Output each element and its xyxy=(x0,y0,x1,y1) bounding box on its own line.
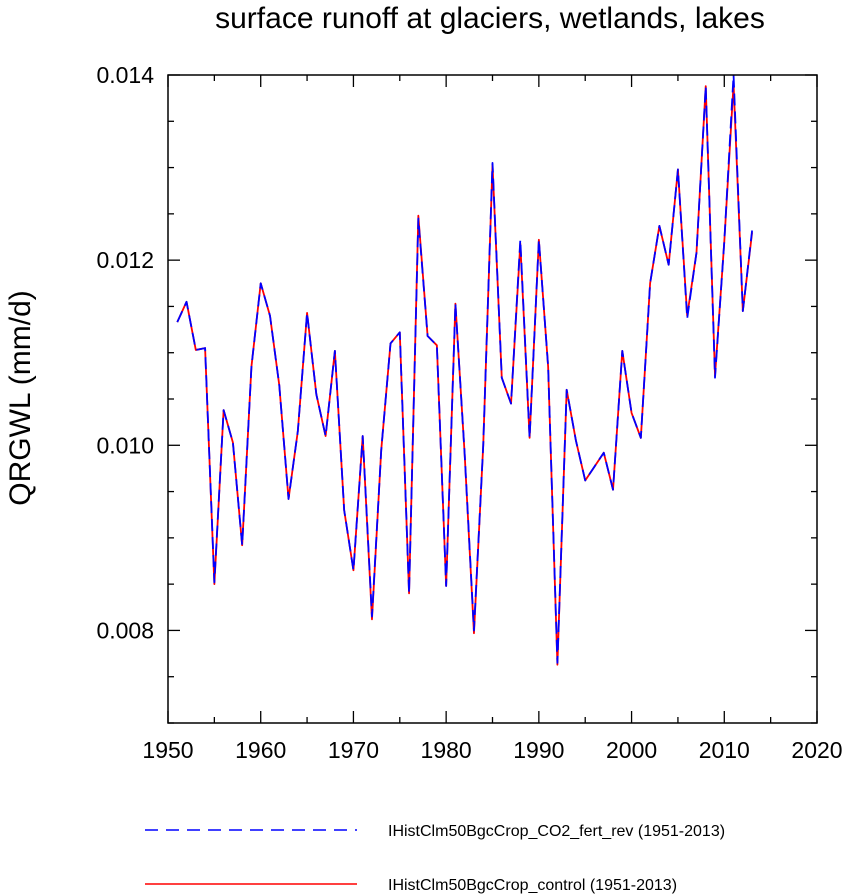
x-tick-label: 2020 xyxy=(791,737,842,763)
x-tick-label: 1950 xyxy=(142,737,193,763)
chart-title: surface runoff at glaciers, wetlands, la… xyxy=(215,2,765,35)
x-tick-label: 2000 xyxy=(606,737,657,763)
plot-lines xyxy=(176,74,753,666)
x-tick-label: 1990 xyxy=(513,737,564,763)
x-tick-label: 1980 xyxy=(421,737,472,763)
x-tick-label: 1970 xyxy=(328,737,379,763)
legend: IHistClm50BgcCrop_CO2_fert_rev (1951-201… xyxy=(145,823,725,894)
x-axis: 1950 1960 1970 1980 1990 2000 2010 2020 xyxy=(142,75,843,763)
y-tick-label: 0.014 xyxy=(96,62,154,88)
y-tick-label: 0.010 xyxy=(96,432,154,458)
y-tick-label: 0.008 xyxy=(96,617,154,643)
series-line-2 xyxy=(176,83,753,666)
x-tick-label: 2010 xyxy=(699,737,750,763)
y-axis-label: QRGWL (mm/d) xyxy=(4,290,37,506)
y-axis: 0.008 0.010 0.012 0.014 xyxy=(96,62,817,724)
x-tick-label: 1960 xyxy=(235,737,286,763)
legend-label-1: IHistClm50BgcCrop_CO2_fert_rev (1951-201… xyxy=(388,823,725,840)
legend-label-2: IHistClm50BgcCrop_control (1951-2013) xyxy=(388,877,677,894)
y-tick-label: 0.012 xyxy=(96,247,154,273)
series-line-1 xyxy=(176,74,753,664)
